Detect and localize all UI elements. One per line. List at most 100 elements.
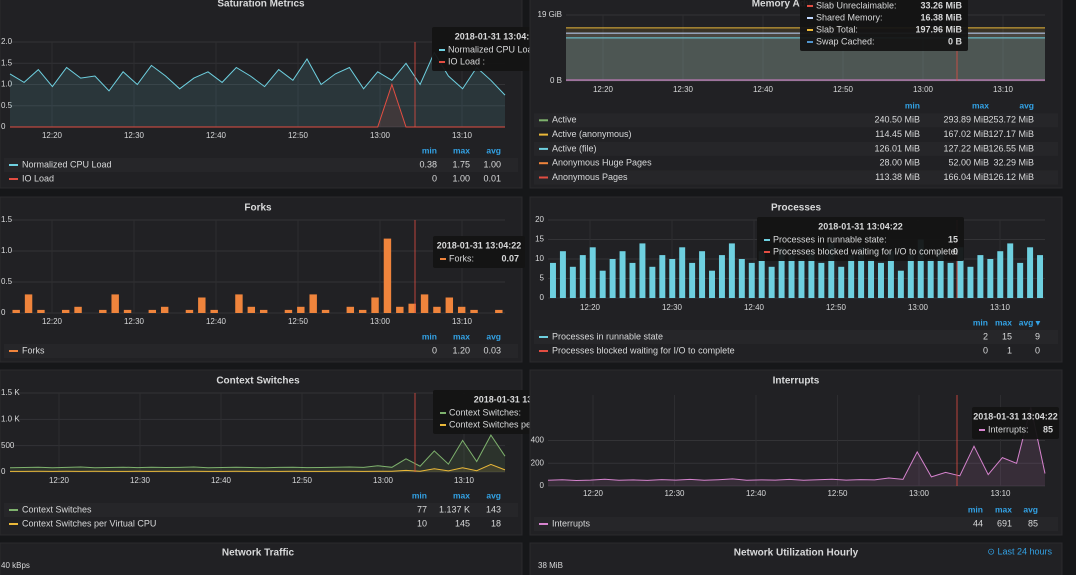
bar bbox=[111, 294, 119, 313]
legend-header: max bbox=[972, 100, 989, 110]
legend-name[interactable]: Context Switches per Virtual CPU bbox=[22, 518, 156, 528]
bar bbox=[977, 255, 984, 298]
legend-stat: 77 bbox=[417, 504, 427, 514]
legend-name[interactable]: Anonymous Huge Pages bbox=[552, 158, 652, 168]
bar bbox=[927, 259, 934, 298]
bar bbox=[74, 306, 82, 313]
bar bbox=[669, 259, 676, 298]
bar bbox=[259, 309, 268, 313]
bar bbox=[788, 255, 795, 298]
tooltip-value: 85 bbox=[1043, 424, 1053, 434]
x-tick-label: 12:20 bbox=[593, 85, 614, 94]
bar bbox=[808, 251, 815, 298]
legend-name[interactable]: IO Load bbox=[22, 173, 54, 183]
bar bbox=[589, 247, 596, 298]
panel-title: Network Traffic bbox=[222, 548, 295, 559]
legend-stat: 240.50 MiB bbox=[874, 115, 920, 125]
legend-stat: 0 bbox=[432, 173, 437, 183]
y-tick-label: 0 bbox=[1, 308, 6, 317]
y-tick-label: 0 B bbox=[550, 76, 562, 85]
y-tick-label: 1.0 K bbox=[1, 414, 20, 423]
y-tick-label: 19 GiB bbox=[538, 10, 562, 19]
bar bbox=[848, 255, 855, 298]
legend-row-bg bbox=[4, 158, 518, 172]
panel: 0 B 19 GiB 12:20 12:30 12:40 12:50 13:00 13:10 M… bbox=[529, 0, 1063, 189]
legend-name[interactable]: Active (file) bbox=[552, 143, 597, 153]
tooltip-value: 197.96 MiB bbox=[915, 24, 962, 34]
bar bbox=[569, 266, 576, 298]
legend-name[interactable]: Forks bbox=[22, 345, 45, 355]
legend-stat: 145 bbox=[455, 518, 470, 528]
tooltip-label: Processes blocked waiting for I/O to com… bbox=[773, 246, 958, 256]
x-tick-label: 13:10 bbox=[454, 476, 475, 485]
y-tick-label: 0 bbox=[1, 467, 6, 476]
bar bbox=[433, 306, 441, 313]
legend-name[interactable]: Active (anonymous) bbox=[552, 129, 632, 139]
legend-stat: 10 bbox=[417, 518, 427, 528]
panel: 0 0.5 1.0 1.5 2.0 12:20 12:30 12:40 12:50 13:00 13… bbox=[0, 0, 562, 189]
x-tick-label: 13:00 bbox=[373, 476, 394, 485]
panel-title: Network Utilization Hourly bbox=[734, 548, 859, 559]
bar bbox=[24, 294, 33, 313]
bar bbox=[937, 251, 944, 298]
bar bbox=[619, 251, 626, 298]
legend-stat: 44 bbox=[973, 518, 983, 528]
tooltip-label: Context Switches: bbox=[449, 407, 521, 417]
series-area bbox=[10, 464, 505, 472]
legend-name[interactable]: Interrupts bbox=[552, 518, 591, 528]
legend-stat: 32.29 MiB bbox=[993, 158, 1034, 168]
y-tick-label: 0.5 bbox=[1, 101, 13, 110]
bar bbox=[957, 247, 964, 298]
legend-row-bg bbox=[534, 330, 1058, 344]
legend-name[interactable]: Processes in runnable state bbox=[552, 331, 663, 341]
x-tick-label: 13:10 bbox=[993, 85, 1014, 94]
x-tick-label: 13:10 bbox=[990, 489, 1011, 498]
bar bbox=[1037, 255, 1044, 298]
bar bbox=[210, 309, 218, 313]
legend-name[interactable]: Anonymous Pages bbox=[552, 172, 628, 182]
legend-stat: 0 bbox=[432, 345, 437, 355]
bar bbox=[235, 294, 243, 313]
bar bbox=[185, 309, 194, 313]
x-tick-label: 13:10 bbox=[452, 317, 473, 326]
legend-stat: 126.01 MiB bbox=[874, 143, 920, 153]
bar bbox=[12, 309, 20, 313]
y-tick-label: 5 bbox=[540, 274, 545, 283]
x-tick-label: 12:20 bbox=[42, 317, 63, 326]
bar bbox=[420, 294, 429, 313]
legend-name[interactable]: Normalized CPU Load bbox=[22, 159, 112, 169]
legend-stat: 0.38 bbox=[419, 159, 437, 169]
bar bbox=[689, 262, 696, 298]
legend-stat: 143 bbox=[486, 504, 501, 514]
panel-title: Interrupts bbox=[773, 376, 820, 387]
legend-name[interactable]: Context Switches bbox=[22, 504, 92, 514]
tooltip-value: 0 bbox=[953, 246, 958, 256]
bar bbox=[358, 309, 367, 313]
tooltip-value: 15 bbox=[948, 234, 958, 244]
legend-name[interactable]: Active bbox=[552, 115, 577, 125]
legend-header: avg bbox=[1023, 504, 1038, 514]
y-tick-label: 15 bbox=[535, 235, 544, 244]
bar bbox=[61, 309, 70, 313]
tooltip-value: 16.38 MiB bbox=[920, 12, 962, 22]
y-tick-label: 2.0 bbox=[1, 37, 13, 46]
legend-header: avg bbox=[486, 490, 501, 500]
legend-name[interactable]: Processes blocked waiting for I/O to com… bbox=[552, 345, 735, 355]
panel: 40 kBps Network Traffic bbox=[0, 542, 523, 575]
legend-stat: 52.00 MiB bbox=[948, 158, 989, 168]
x-tick-label: 12:20 bbox=[42, 131, 63, 140]
legend-row-bg bbox=[4, 344, 518, 358]
y-tick-label: 20 bbox=[535, 215, 544, 224]
y-tick-label: 0.5 bbox=[1, 277, 13, 286]
bar bbox=[639, 243, 646, 298]
panel-bg bbox=[529, 542, 1063, 575]
legend-header: avg bbox=[1019, 100, 1034, 110]
tooltip-label: IO Load : bbox=[448, 56, 485, 66]
timeframe: ⊙ Last 24 hours bbox=[987, 546, 1052, 556]
legend-stat: 1 bbox=[1007, 345, 1012, 355]
bar bbox=[309, 294, 317, 313]
x-tick-label: 12:40 bbox=[206, 131, 227, 140]
bar bbox=[297, 306, 305, 313]
x-tick-label: 12:20 bbox=[580, 303, 601, 312]
bar bbox=[917, 239, 924, 298]
